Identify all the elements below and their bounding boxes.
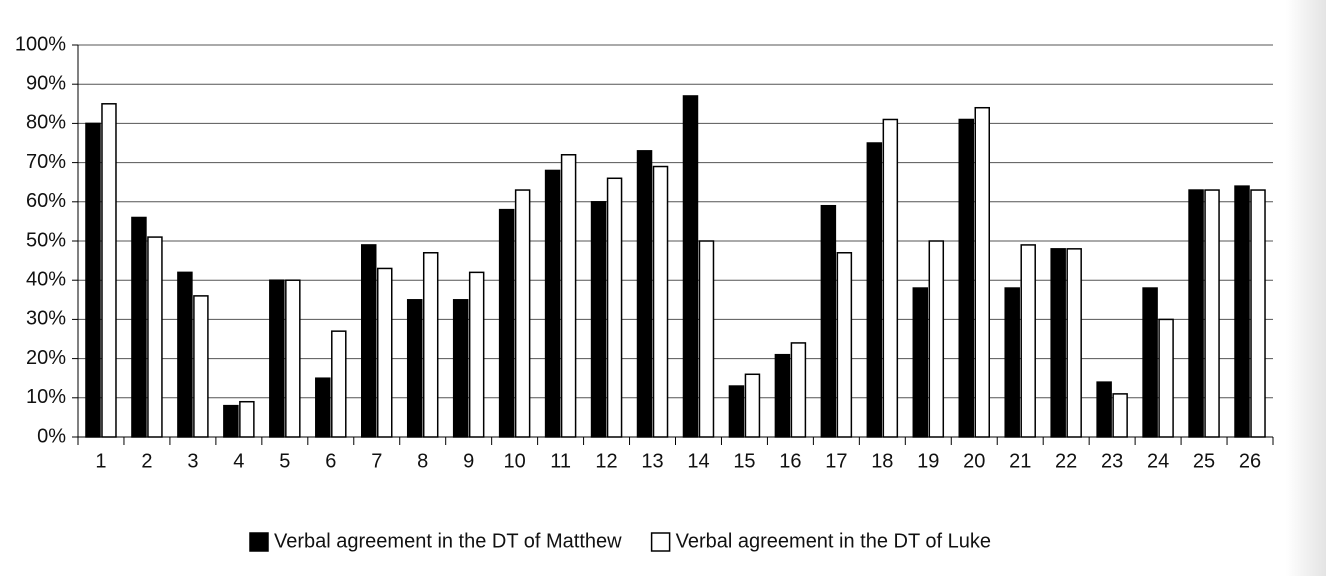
x-tick-label: 18 bbox=[871, 450, 893, 472]
x-tick-label: 14 bbox=[687, 450, 709, 472]
y-tick-label: 70% bbox=[26, 151, 66, 173]
y-tick-label: 40% bbox=[26, 268, 66, 290]
bar bbox=[285, 279, 301, 438]
bar bbox=[836, 252, 853, 438]
bar bbox=[101, 103, 117, 438]
bar bbox=[1004, 287, 1020, 438]
bar bbox=[774, 353, 791, 438]
x-tick-label: 3 bbox=[187, 450, 198, 472]
bar bbox=[1066, 248, 1082, 438]
x-tick-label: 15 bbox=[733, 450, 755, 472]
background-edge bbox=[1286, 0, 1326, 576]
bar bbox=[422, 252, 439, 438]
x-tick-label: 5 bbox=[279, 450, 290, 472]
bar bbox=[331, 330, 347, 438]
x-tick-label: 19 bbox=[917, 450, 939, 472]
x-tick-label: 22 bbox=[1055, 450, 1077, 472]
bar bbox=[866, 142, 883, 438]
bar bbox=[958, 118, 974, 438]
bar bbox=[912, 287, 929, 438]
legend-label: Verbal agreement in the DT of Matthew bbox=[274, 530, 622, 552]
bar bbox=[223, 404, 239, 438]
bar bbox=[882, 118, 899, 438]
bar bbox=[728, 385, 745, 438]
x-tick-label: 1 bbox=[95, 450, 106, 472]
x-tick-label: 24 bbox=[1147, 450, 1169, 472]
bar bbox=[269, 279, 285, 438]
legend-swatch bbox=[650, 532, 671, 552]
x-tick-label: 21 bbox=[1009, 450, 1031, 472]
bar bbox=[1234, 185, 1250, 438]
x-tick-label: 20 bbox=[963, 450, 985, 472]
y-tick-label: 90% bbox=[26, 72, 66, 94]
bar bbox=[1250, 189, 1266, 438]
x-tick-label: 8 bbox=[417, 450, 428, 472]
y-tick-label: 20% bbox=[26, 347, 66, 369]
x-tick-label: 23 bbox=[1101, 450, 1123, 472]
x-tick-label: 12 bbox=[595, 450, 617, 472]
bar bbox=[315, 377, 331, 438]
bar bbox=[1204, 189, 1220, 438]
x-tick-label: 11 bbox=[550, 450, 571, 472]
bar bbox=[452, 299, 469, 438]
bar bbox=[514, 189, 531, 438]
bar bbox=[560, 154, 577, 438]
bar bbox=[790, 342, 807, 438]
bar bbox=[193, 295, 209, 438]
bar bbox=[131, 216, 147, 438]
bar bbox=[544, 169, 561, 438]
x-tick-label: 16 bbox=[779, 450, 801, 472]
x-tick-label: 9 bbox=[463, 450, 474, 472]
x-tick-label: 7 bbox=[371, 450, 382, 472]
bar bbox=[147, 236, 163, 438]
bar bbox=[85, 122, 101, 438]
bar bbox=[1158, 318, 1174, 438]
bar bbox=[177, 271, 193, 438]
x-tick-label: 13 bbox=[641, 450, 663, 472]
bar bbox=[239, 400, 255, 438]
bar bbox=[590, 201, 607, 438]
bar bbox=[377, 267, 393, 438]
y-tick-label: 60% bbox=[26, 190, 66, 212]
y-tick-label: 100% bbox=[15, 33, 66, 55]
y-tick-label: 10% bbox=[26, 386, 66, 408]
bar bbox=[1188, 189, 1204, 438]
bar bbox=[682, 95, 699, 438]
bar bbox=[928, 240, 945, 438]
y-tick-label: 30% bbox=[26, 308, 66, 330]
x-tick-label: 10 bbox=[504, 450, 526, 472]
bar bbox=[652, 165, 669, 438]
bar bbox=[636, 150, 653, 438]
bar bbox=[361, 244, 377, 438]
bar bbox=[744, 373, 761, 438]
x-tick-label: 25 bbox=[1193, 450, 1215, 472]
y-tick-label: 0% bbox=[37, 425, 66, 447]
bar bbox=[1112, 393, 1128, 438]
x-tick-label: 26 bbox=[1239, 450, 1261, 472]
bar bbox=[498, 208, 515, 438]
bar bbox=[606, 177, 623, 438]
x-tick-label: 2 bbox=[141, 450, 152, 472]
bar bbox=[1142, 287, 1158, 438]
bar bbox=[698, 240, 715, 438]
bar bbox=[1020, 244, 1036, 438]
bar bbox=[1096, 381, 1112, 438]
bar bbox=[468, 271, 485, 438]
y-tick-label: 80% bbox=[26, 112, 66, 134]
bar bbox=[820, 204, 837, 438]
legend-swatch bbox=[249, 532, 269, 552]
bar bbox=[406, 299, 423, 438]
x-tick-label: 6 bbox=[325, 450, 336, 472]
legend-label: Verbal agreement in the DT of Luke bbox=[676, 530, 991, 552]
bar bbox=[1050, 248, 1066, 438]
y-tick-label: 50% bbox=[26, 229, 66, 251]
bar bbox=[974, 106, 990, 438]
x-tick-label: 4 bbox=[233, 450, 244, 472]
x-tick-label: 17 bbox=[825, 450, 847, 472]
